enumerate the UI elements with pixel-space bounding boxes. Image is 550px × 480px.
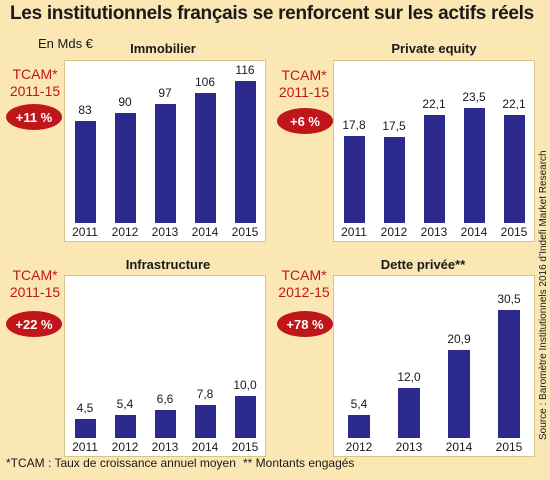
tick-label-infrastructure-2011: 2011 bbox=[72, 440, 98, 454]
bar-private-equity-2014 bbox=[463, 108, 485, 223]
bar-infrastructure-2015 bbox=[234, 396, 256, 438]
value-label-private-equity-2014: 23,5 bbox=[462, 90, 486, 104]
panel-title-private-equity: Private equity bbox=[391, 41, 477, 56]
tcam-label-text: TCAM* bbox=[281, 267, 327, 283]
tcam-label-immobilier: TCAM* 2011-15 bbox=[6, 66, 64, 100]
tick-label-dette-privee-2015: 2015 bbox=[495, 440, 523, 454]
value-label-immobilier-2012: 90 bbox=[118, 95, 132, 109]
chart-title: Les institutionnels français se renforce… bbox=[10, 3, 534, 24]
source-note: Source : Baromètre Institutionnels 2016 … bbox=[538, 150, 549, 440]
value-label-infrastructure-2013: 6,6 bbox=[156, 392, 174, 406]
value-label-infrastructure-2014: 7,8 bbox=[196, 387, 214, 401]
value-label-dette-privee-2014: 20,9 bbox=[447, 332, 471, 346]
chart-panel-infrastructure: 4,5 2011 5,4 2012 6,6 2013 7,8 2014 10,0 2015 bbox=[64, 275, 266, 457]
tick-label-private-equity-2012: 2012 bbox=[380, 225, 408, 239]
value-label-private-equity-2011: 17,8 bbox=[342, 118, 366, 132]
tick-label-private-equity-2011: 2011 bbox=[341, 225, 367, 239]
value-label-immobilier-2011: 83 bbox=[78, 103, 92, 117]
tcam-period: 2011-15 bbox=[278, 84, 330, 100]
tcam-label-text: TCAM* bbox=[281, 67, 327, 83]
tick-label-immobilier-2015: 2015 bbox=[231, 225, 259, 239]
chart-panel-dette-privee: 5,4 2012 12,0 2013 20,9 2014 30,5 2015 bbox=[333, 275, 535, 457]
tcam-label-text: TCAM* bbox=[12, 66, 58, 82]
tick-label-private-equity-2014: 2014 bbox=[460, 225, 488, 239]
bar-immobilier-2015 bbox=[234, 81, 256, 223]
tick-label-dette-privee-2012: 2012 bbox=[345, 440, 373, 454]
bar-immobilier-2012 bbox=[114, 113, 136, 223]
tick-label-dette-privee-2013: 2013 bbox=[395, 440, 423, 454]
value-label-dette-privee-2015: 30,5 bbox=[497, 292, 521, 306]
bar-dette-privee-2015 bbox=[498, 310, 520, 438]
tick-label-immobilier-2011: 2011 bbox=[72, 225, 98, 239]
panel-title-infrastructure: Infrastructure bbox=[125, 257, 211, 272]
tick-label-infrastructure-2014: 2014 bbox=[191, 440, 219, 454]
bar-infrastructure-2012 bbox=[114, 415, 136, 438]
value-label-private-equity-2015: 22,1 bbox=[502, 97, 526, 111]
tick-label-private-equity-2015: 2015 bbox=[500, 225, 528, 239]
bar-dette-privee-2014 bbox=[448, 350, 470, 438]
tick-label-private-equity-2013: 2013 bbox=[420, 225, 448, 239]
tcam-period: 2011-15 bbox=[9, 83, 61, 99]
panel-title-dette-privee: Dette privée** bbox=[380, 257, 466, 272]
bar-immobilier-2014 bbox=[194, 93, 216, 223]
tcam-label-private-equity: TCAM* 2011-15 bbox=[275, 67, 333, 101]
tick-label-immobilier-2012: 2012 bbox=[111, 225, 139, 239]
cagr-badge-immobilier: +11 % bbox=[6, 104, 62, 130]
unit-label: En Mds € bbox=[38, 36, 93, 51]
footnote-tcam: *TCAM : Taux de croissance annuel moyen bbox=[6, 456, 236, 470]
cagr-badge-dette-privee: +78 % bbox=[277, 311, 333, 337]
value-label-private-equity-2013: 22,1 bbox=[422, 97, 446, 111]
tick-label-infrastructure-2012: 2012 bbox=[111, 440, 139, 454]
bar-private-equity-2015 bbox=[503, 115, 525, 223]
cagr-badge-infrastructure: +22 % bbox=[6, 311, 62, 337]
bar-private-equity-2011 bbox=[343, 136, 365, 223]
value-label-dette-privee-2012: 5,4 bbox=[350, 397, 368, 411]
tick-label-infrastructure-2015: 2015 bbox=[231, 440, 259, 454]
bar-immobilier-2013 bbox=[154, 104, 176, 223]
bar-dette-privee-2012 bbox=[348, 415, 370, 438]
bar-infrastructure-2014 bbox=[194, 405, 216, 438]
bar-infrastructure-2013 bbox=[154, 410, 176, 438]
tick-label-dette-privee-2014: 2014 bbox=[445, 440, 473, 454]
chart-panel-private-equity: 17,8 2011 17,5 2012 22,1 2013 23,5 2014 22,1 2015 bbox=[333, 60, 535, 242]
footnote-montants: ** Montants engagés bbox=[243, 456, 355, 470]
tcam-period: 2012-15 bbox=[278, 284, 330, 300]
tcam-label-infrastructure: TCAM* 2011-15 bbox=[6, 267, 64, 301]
value-label-dette-privee-2013: 12,0 bbox=[397, 370, 421, 384]
tcam-label-dette-privee: TCAM* 2012-15 bbox=[275, 267, 333, 301]
value-label-infrastructure-2011: 4,5 bbox=[76, 401, 94, 415]
bar-private-equity-2013 bbox=[423, 115, 445, 223]
bar-private-equity-2012 bbox=[383, 137, 405, 223]
value-label-immobilier-2013: 97 bbox=[158, 86, 172, 100]
tick-label-infrastructure-2013: 2013 bbox=[151, 440, 179, 454]
value-label-immobilier-2014: 106 bbox=[194, 75, 216, 89]
value-label-infrastructure-2015: 10,0 bbox=[233, 378, 257, 392]
panel-title-immobilier: Immobilier bbox=[130, 41, 196, 56]
cagr-badge-private-equity: +6 % bbox=[277, 108, 333, 134]
chart-panel-immobilier: 83 2011 90 2012 97 2013 106 2014 116 2015 bbox=[64, 60, 266, 242]
value-label-private-equity-2012: 17,5 bbox=[382, 119, 406, 133]
tick-label-immobilier-2014: 2014 bbox=[191, 225, 219, 239]
tick-label-immobilier-2013: 2013 bbox=[151, 225, 179, 239]
value-label-immobilier-2015: 116 bbox=[235, 63, 255, 77]
value-label-infrastructure-2012: 5,4 bbox=[116, 397, 134, 411]
bar-immobilier-2011 bbox=[74, 121, 96, 223]
tcam-period: 2011-15 bbox=[9, 284, 61, 300]
tcam-label-text: TCAM* bbox=[12, 267, 58, 283]
bar-dette-privee-2013 bbox=[398, 388, 420, 438]
bar-infrastructure-2011 bbox=[74, 419, 96, 438]
